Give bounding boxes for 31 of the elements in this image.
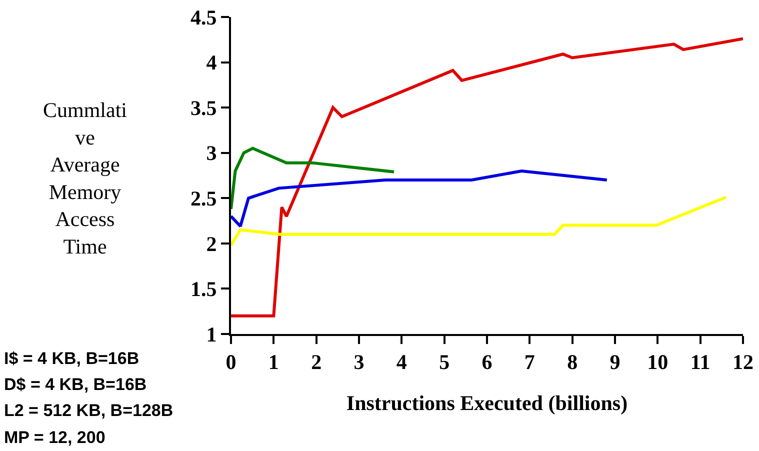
x-axis-title: Instructions Executed (billions) (346, 390, 628, 415)
x-tick-label: 11 (690, 350, 710, 374)
y-tick-label: 4 (206, 50, 218, 75)
y-tick-label: 2 (206, 232, 217, 256)
x-tick-label: 5 (439, 350, 450, 374)
x-tick-label: 3 (354, 350, 364, 374)
x-tick-label: 12 (732, 350, 754, 374)
x-tick-label: 1 (268, 350, 279, 374)
x-tick-label: 0 (226, 350, 236, 374)
x-tick-label: 7 (524, 350, 535, 374)
x-tick-label: 4 (396, 350, 408, 374)
x-tick-label: 9 (610, 350, 620, 374)
y-tick-label: 1 (206, 322, 217, 346)
line-series (231, 146, 396, 211)
text: MP = 12, 200 (4, 428, 106, 447)
x-tick-label: 6 (482, 350, 492, 374)
x-tick-label: 8 (567, 350, 578, 374)
y-axis-title: Cummlati ve Average Memory Access Time (43, 98, 128, 258)
y-tick-label: 1.5 (190, 277, 217, 302)
line-series (231, 169, 608, 228)
y-tick-label: 3 (206, 141, 217, 166)
text: L2 = 512 KB, B=128B (4, 401, 174, 420)
x-tick-label: 2 (311, 350, 322, 374)
text: I$ = 4 KB, B=16B (4, 349, 140, 368)
x-tick-label: 10 (647, 350, 668, 374)
text: D$ = 4 KB, B=16B (4, 375, 147, 394)
y-tick-label: 3.5 (190, 96, 217, 120)
line-series (231, 37, 743, 318)
line-series (231, 196, 728, 247)
y-tick-label: 4.5 (190, 5, 217, 30)
y-tick-label: 2.5 (190, 186, 217, 210)
